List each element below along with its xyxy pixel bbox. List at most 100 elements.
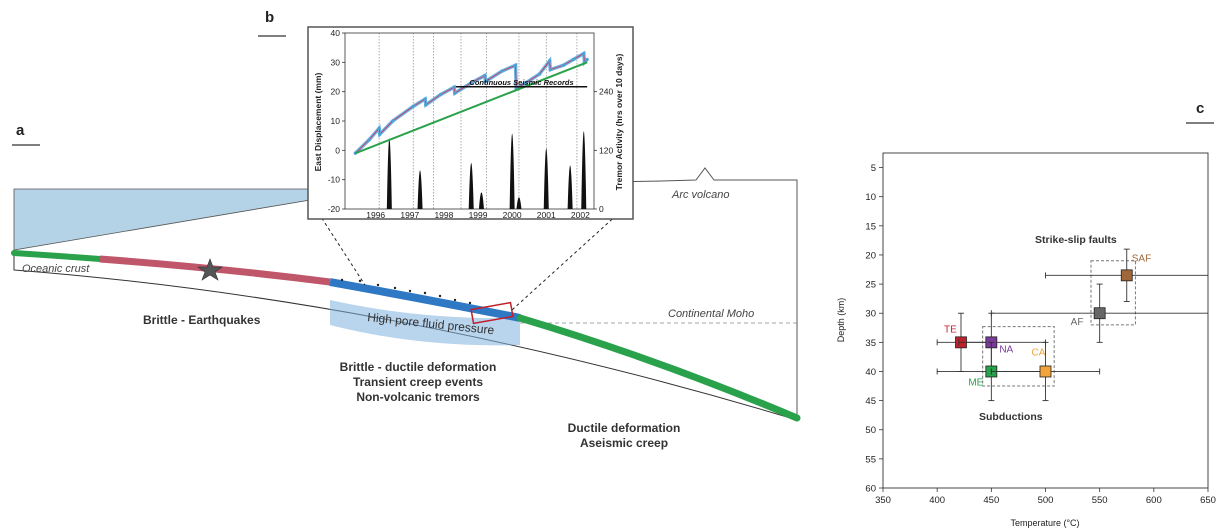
zoom-region-box (470, 301, 514, 325)
label-aseismic-creep: Aseismic creep (580, 436, 668, 450)
point-label-te: TE (944, 324, 957, 335)
plot-c-y-tick-label: 45 (865, 396, 876, 407)
gps-point (452, 85, 456, 89)
tremor-spike (567, 165, 573, 209)
point-label-ca: CA (1032, 347, 1046, 358)
label-transient-creep: Transient creep events (353, 375, 483, 389)
plot-c-y-tick-label: 50 (865, 425, 876, 436)
plot-c-y-tick-label: 40 (865, 367, 876, 378)
plot-c-x-tick-label: 400 (929, 495, 945, 506)
gps-point (391, 119, 395, 123)
plot-c-y-label: Depth (km) (836, 298, 846, 343)
gps-point (537, 72, 542, 76)
earthquake-star-icon (197, 258, 223, 281)
plot-c-y-tick-label: 20 (865, 250, 876, 261)
gps-model-line (354, 52, 588, 154)
data-point-saf (1120, 269, 1133, 282)
plot-c-points: TE NA ME CA AF SAF (936, 248, 1208, 402)
panel-c-letter: c (1196, 100, 1204, 117)
data-point-af (1093, 307, 1106, 320)
fluid-pressure-zone (330, 300, 520, 346)
data-point-ca (1039, 365, 1052, 378)
inset-tremor-bars (386, 131, 587, 209)
inset-x-tick-label: 2000 (503, 210, 522, 220)
plot-c-y-tick-label: 5 (871, 163, 876, 174)
label-continental-moho: Continental Moho (668, 308, 754, 320)
plot-c-x-ticks: 350 400 450 500 550 600 650 (875, 488, 1216, 506)
gps-point (524, 81, 528, 85)
label-brittle-earthquakes: Brittle - Earthquakes (143, 313, 261, 327)
connector-left (311, 202, 366, 286)
interface-green-shallow (11, 250, 103, 262)
gps-point (548, 59, 552, 63)
gps-point (513, 63, 518, 67)
tremor-spike (417, 170, 423, 209)
plot-c-x-tick-label: 550 (1092, 495, 1108, 506)
inset-left-tick-label: 10 (331, 116, 341, 126)
gps-point (377, 126, 381, 130)
inset-right-tick-label: 240 (599, 87, 613, 97)
gps-point (411, 104, 415, 108)
plot-c-x-tick-label: 350 (875, 495, 891, 506)
gps-point (500, 69, 504, 73)
gps-point (483, 73, 487, 78)
plot-c-y-tick-label: 55 (865, 454, 876, 465)
inset-left-axis-ticks: -20 -10 0 10 20 30 40 (328, 28, 345, 214)
interface-blue-transition (329, 278, 521, 322)
inset-x-tick-label: 2001 (537, 210, 556, 220)
interface-green-deep (516, 314, 801, 422)
gps-point (424, 103, 428, 107)
inset-year-separators (378, 33, 578, 209)
plot-c-y-tick-label: 35 (865, 338, 876, 349)
gps-point (561, 63, 565, 67)
tremor-spike (468, 163, 474, 209)
plot-c-y-ticks: 5 10 15 20 25 30 35 40 45 50 55 60 (865, 163, 883, 495)
plot-c-x-tick-label: 600 (1146, 495, 1162, 506)
inset-x-tick-label: 1997 (400, 210, 419, 220)
tremor-spike (516, 197, 522, 209)
inset-left-tick-label: 0 (335, 145, 340, 155)
inset-left-tick-label: -10 (328, 175, 341, 185)
trend-line (354, 61, 588, 155)
tremor-spike (386, 138, 392, 209)
plot-c-y-tick-label: 10 (865, 192, 876, 203)
tremor-spike (543, 148, 549, 209)
inset-left-tick-label: 20 (331, 87, 341, 97)
plot-c-y-tick-label: 60 (865, 484, 876, 495)
inset-right-axis-ticks: 0 120 240 (594, 87, 613, 214)
plot-c-x-label: Temperature (°C) (1010, 518, 1079, 528)
gps-point (438, 93, 443, 97)
label-oceanic-crust: Oceanic crust (22, 263, 90, 275)
inset-right-axis-label: Tremor Activity (hrs over 10 days) (614, 53, 624, 190)
subductions-label: Subductions (979, 411, 1043, 423)
tremor-dots (340, 278, 472, 305)
seismic-records-annotation: Continuous Seismic Records (469, 78, 573, 87)
label-nonvolcanic-tremors: Non-volcanic tremors (356, 390, 480, 404)
inset-x-tick-label: 2002 (571, 210, 590, 220)
label-arc-volcano: Arc volcano (671, 189, 729, 201)
plot-c-y-tick-label: 30 (865, 309, 876, 320)
inset-right-tick-label: 120 (599, 145, 613, 155)
inset-left-tick-label: 30 (331, 57, 341, 67)
gps-point (378, 132, 382, 136)
inset-x-axis-ticks: 1996 1997 1998 1999 2000 2001 2002 (366, 210, 590, 220)
inset-plot-area (344, 32, 595, 210)
point-label-af: AF (1071, 317, 1084, 328)
gps-point (571, 57, 576, 62)
gps-point (548, 68, 552, 72)
point-label-saf: SAF (1132, 253, 1151, 264)
gps-point (423, 97, 427, 101)
plot-c-x-tick-label: 650 (1200, 495, 1216, 506)
gps-point (367, 138, 371, 142)
subductions-group-box (982, 326, 1055, 387)
panel-b-letter: b (265, 9, 274, 26)
panel-c: c 350 400 450 500 550 600 650 5 10 15 20 25 30 35 40 4… (836, 100, 1216, 528)
gps-point (582, 51, 586, 56)
gps-point (585, 57, 589, 62)
tremor-spike (478, 192, 484, 209)
inset-x-tick-label: 1998 (434, 210, 453, 220)
gps-point (469, 81, 473, 85)
inset-left-tick-label: 40 (331, 28, 341, 38)
inset-left-axis-label: East Displacement (mm) (313, 72, 323, 171)
